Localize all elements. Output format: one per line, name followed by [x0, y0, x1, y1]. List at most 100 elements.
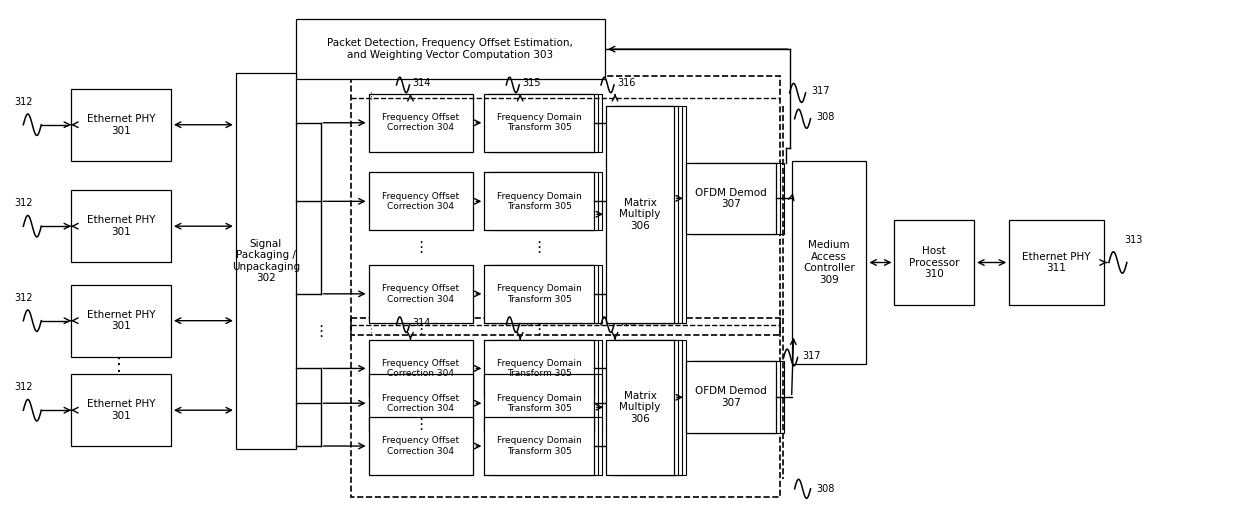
Bar	[489, 94, 598, 152]
Bar	[686, 362, 776, 433]
Bar	[689, 362, 780, 433]
Text: Frequency Domain
Transform 305: Frequency Domain Transform 305	[497, 359, 582, 378]
Text: Host
Processor
310: Host Processor 310	[909, 246, 960, 279]
Bar	[894, 220, 975, 305]
Bar	[610, 340, 678, 475]
Text: Frequency Offset
Correction 304: Frequency Offset Correction 304	[382, 113, 460, 132]
Text: 313: 313	[1125, 235, 1143, 245]
Text: ⋮: ⋮	[312, 323, 329, 339]
Text: 316: 316	[618, 78, 635, 88]
Text: Frequency Offset
Correction 304: Frequency Offset Correction 304	[382, 192, 460, 211]
Text: Frequency Offset
Correction 304: Frequency Offset Correction 304	[382, 284, 460, 303]
Text: Frequency Domain
Transform 305: Frequency Domain Transform 305	[497, 284, 582, 303]
Text: Frequency Offset
Correction 304: Frequency Offset Correction 304	[382, 359, 460, 378]
Bar	[694, 362, 784, 433]
Bar	[492, 340, 603, 397]
Text: Signal
Packaging /
Unpackaging
302: Signal Packaging / Unpackaging 302	[232, 238, 300, 284]
Bar	[236, 73, 295, 449]
Text: Packet Detection, Frequency Offset Estimation,
and Weighting Vector Computation : Packet Detection, Frequency Offset Estim…	[327, 38, 573, 60]
Bar	[610, 106, 678, 323]
Bar	[485, 417, 594, 475]
Bar	[485, 94, 594, 152]
Bar	[485, 340, 594, 397]
Text: ⋮: ⋮	[636, 421, 649, 434]
Bar	[71, 191, 171, 262]
Text: ⋮: ⋮	[636, 238, 649, 250]
Text: OFDM Demod
307: OFDM Demod 307	[694, 386, 766, 408]
Bar	[351, 318, 780, 497]
Bar	[71, 374, 171, 446]
Text: ⋮: ⋮	[727, 406, 739, 419]
Bar	[689, 163, 780, 234]
Text: ⋮: ⋮	[110, 356, 128, 374]
Bar	[606, 106, 673, 323]
Bar	[489, 374, 598, 432]
Text: 312: 312	[14, 382, 32, 392]
Bar	[71, 89, 171, 161]
Text: 316: 316	[618, 318, 635, 328]
Text: Frequency Offset
Correction 304: Frequency Offset Correction 304	[382, 394, 460, 413]
Bar	[71, 285, 171, 356]
Text: ...: ...	[363, 88, 373, 99]
Text: ...: ...	[363, 324, 373, 335]
Bar	[686, 163, 776, 234]
Bar	[485, 374, 594, 432]
Bar	[492, 417, 603, 475]
Bar	[614, 106, 682, 323]
Bar	[368, 94, 474, 152]
Bar	[485, 173, 594, 230]
Bar	[489, 265, 598, 323]
Text: ⋮: ⋮	[413, 417, 429, 432]
Text: ⋮: ⋮	[413, 322, 429, 337]
Text: 315: 315	[522, 78, 541, 88]
Text: 314: 314	[413, 318, 430, 328]
Text: 312: 312	[14, 97, 32, 107]
Bar	[368, 173, 474, 230]
Bar	[1009, 220, 1104, 305]
Text: 308: 308	[817, 484, 835, 494]
Bar	[485, 265, 594, 323]
Bar	[606, 340, 673, 475]
Text: Medium
Access
Controller
309: Medium Access Controller 309	[804, 240, 854, 285]
Text: Ethernet PHY
311: Ethernet PHY 311	[1022, 251, 1091, 274]
Text: ⋮: ⋮	[532, 417, 547, 432]
Text: Matrix
Multiply
306: Matrix Multiply 306	[619, 391, 661, 424]
Text: Frequency Domain
Transform 305: Frequency Domain Transform 305	[497, 394, 582, 413]
Text: 314: 314	[413, 78, 430, 88]
Bar	[492, 173, 603, 230]
Text: 317: 317	[802, 351, 821, 361]
Text: 315: 315	[522, 318, 541, 328]
Bar	[489, 417, 598, 475]
Bar	[351, 76, 780, 334]
Text: OFDM Demod
307: OFDM Demod 307	[694, 187, 766, 209]
Text: 317: 317	[811, 86, 830, 96]
Text: Matrix
Multiply
306: Matrix Multiply 306	[619, 197, 661, 231]
Text: Frequency Domain
Transform 305: Frequency Domain Transform 305	[497, 113, 582, 132]
Bar	[368, 340, 474, 397]
Bar	[618, 340, 686, 475]
Bar	[492, 265, 603, 323]
Text: ⋮: ⋮	[532, 322, 547, 337]
Text: ⋮: ⋮	[532, 240, 547, 255]
Bar	[368, 417, 474, 475]
Text: Ethernet PHY
301: Ethernet PHY 301	[87, 400, 155, 421]
Text: Frequency Domain
Transform 305: Frequency Domain Transform 305	[497, 436, 582, 456]
Bar	[618, 106, 686, 323]
Text: Ethernet PHY
301: Ethernet PHY 301	[87, 310, 155, 331]
Text: ⋮: ⋮	[413, 240, 429, 255]
Bar	[489, 340, 598, 397]
Bar	[368, 374, 474, 432]
Text: 312: 312	[14, 293, 32, 303]
Text: Frequency Domain
Transform 305: Frequency Domain Transform 305	[497, 192, 582, 211]
Text: 312: 312	[14, 198, 32, 208]
Bar	[614, 340, 682, 475]
Text: Frequency Offset
Correction 304: Frequency Offset Correction 304	[382, 436, 460, 456]
Bar	[492, 94, 603, 152]
Bar	[489, 173, 598, 230]
Text: Ethernet PHY
301: Ethernet PHY 301	[87, 215, 155, 237]
Bar	[492, 374, 603, 432]
Text: Ethernet PHY
301: Ethernet PHY 301	[87, 114, 155, 135]
Bar	[295, 19, 605, 79]
Bar	[368, 265, 474, 323]
Text: 308: 308	[817, 112, 835, 122]
